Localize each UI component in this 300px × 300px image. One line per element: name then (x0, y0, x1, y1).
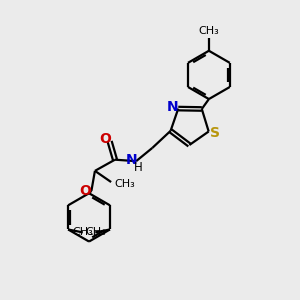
Text: H: H (134, 160, 143, 173)
Text: S: S (210, 126, 220, 140)
Text: CH₃: CH₃ (199, 26, 219, 36)
Text: O: O (79, 184, 91, 198)
Text: O: O (99, 132, 111, 146)
Text: CH₃: CH₃ (85, 227, 106, 237)
Text: CH₃: CH₃ (115, 178, 135, 188)
Text: CH₃: CH₃ (72, 227, 93, 237)
Text: N: N (167, 100, 178, 114)
Text: N: N (126, 153, 137, 167)
